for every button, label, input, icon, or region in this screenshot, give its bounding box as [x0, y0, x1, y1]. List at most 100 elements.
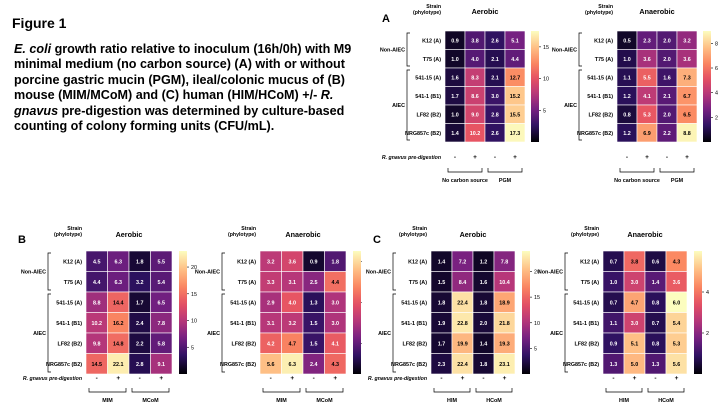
cell-value: 3.0 [491, 94, 499, 100]
column-group-bracket [647, 388, 685, 393]
cell-value: 5.3 [643, 112, 651, 118]
cell-value: 2.8 [136, 362, 144, 368]
cell-value: 0.6 [652, 259, 660, 265]
scale-tick-label: 10 [534, 321, 540, 327]
cell-value: 4.3 [332, 362, 340, 368]
scale-tick-label: 4 [715, 91, 718, 97]
row-header-sub: (phylotype) [54, 232, 82, 238]
cell-value: 14.5 [92, 362, 103, 368]
treatment-sign: + [685, 154, 689, 161]
group-bracket [406, 69, 410, 141]
row-label: LF82 (B2) [57, 341, 82, 347]
cell-value: 1.9 [438, 321, 446, 327]
row-header: Strain [598, 4, 613, 10]
column-group-bracket [305, 388, 344, 393]
caption-gnavus: R. gnavus [14, 88, 334, 118]
cell-value: 2.6 [491, 38, 499, 44]
caption-species: E. coli [14, 42, 52, 56]
cell-value: 3.1 [289, 280, 297, 286]
group-bracket [221, 293, 225, 373]
group-label: Non-AIEC [538, 270, 563, 276]
column-group-label: MCoM [142, 398, 159, 404]
cell-value: 7.3 [683, 75, 691, 81]
column-group-bracket [131, 388, 170, 393]
group-bracket [564, 252, 568, 291]
group-bracket [392, 252, 396, 291]
cell-value: 1.8 [480, 362, 488, 368]
cell-value: 5.1 [631, 341, 639, 347]
scale-tick-label: 15 [191, 292, 197, 298]
cell-value: 1.6 [663, 75, 671, 81]
treatment-sign: - [454, 154, 456, 161]
column-group-bracket [447, 168, 483, 173]
cell-value: 2.0 [663, 112, 671, 118]
cell-value: 3.8 [631, 259, 639, 265]
color-scale-bar [694, 251, 702, 374]
row-label: NRG857c (B2) [391, 362, 427, 368]
cell-value: 1.3 [652, 362, 660, 368]
cell-value: 2.2 [663, 131, 671, 137]
column-group-label: MCoM [316, 398, 333, 404]
cell-value: 10.2 [470, 131, 481, 137]
cell-value: 8.8 [93, 300, 101, 306]
column-group-bracket [88, 388, 127, 393]
scale-tick-label: 6 [715, 66, 718, 72]
column-group-bracket [605, 388, 643, 393]
scale-tick-label: 5 [534, 346, 537, 352]
row-label: K12 (A) [408, 259, 427, 265]
heatmap-cell [493, 353, 516, 375]
row-label: K12 (A) [594, 38, 613, 44]
cell-value: 4.4 [93, 280, 101, 286]
cell-value: 5.4 [158, 280, 166, 286]
cell-value: 4.3 [673, 259, 681, 265]
cell-value: 3.3 [267, 280, 275, 286]
cell-value: 3.1 [267, 321, 275, 327]
cell-value: 1.5 [310, 321, 318, 327]
cell-value: 22.4 [457, 300, 468, 306]
column-group-label: No carbon source [442, 178, 488, 184]
cell-value: 2.4 [136, 321, 144, 327]
column-group-label: PGM [671, 178, 684, 184]
treatment-sign: - [654, 375, 656, 382]
cell-value: 4.2 [267, 341, 275, 347]
row-label: 541-15 (A) [587, 75, 613, 81]
scale-tick-label: 10 [191, 319, 197, 325]
cell-value: 5.3 [673, 341, 681, 347]
column-group-bracket [659, 168, 695, 173]
cell-value: 6.3 [115, 280, 123, 286]
treatment-sign: + [290, 375, 294, 382]
cell-value: 1.4 [438, 259, 446, 265]
row-header: Strain [584, 226, 599, 232]
cell-value: 6.7 [683, 94, 691, 100]
cell-value: 3.0 [631, 321, 639, 327]
cell-value: 0.8 [652, 300, 660, 306]
figure-caption: E. coli growth ratio relative to inoculu… [14, 42, 354, 134]
cell-value: 6.5 [158, 300, 166, 306]
row-label: NRG857c (B2) [46, 362, 82, 368]
cell-value: 15.2 [510, 94, 521, 100]
scale-tick-label: 8 [715, 41, 718, 47]
cell-value: 6.3 [289, 362, 297, 368]
cell-value: 1.5 [310, 341, 318, 347]
cell-value: 1.2 [623, 131, 631, 137]
treatment-sign: - [139, 375, 141, 382]
treatment-sign: + [513, 154, 517, 161]
cell-value: 4.7 [631, 300, 639, 306]
treatment-sign: - [96, 375, 98, 382]
column-group-bracket [619, 168, 655, 173]
cell-value: 5.0 [631, 362, 639, 368]
cell-value: 4.1 [332, 341, 340, 347]
treatment-sign: - [440, 375, 442, 382]
treatment-sign: - [612, 375, 614, 382]
cell-value: 3.2 [136, 280, 144, 286]
cell-value: 1.3 [610, 362, 618, 368]
heatmap-title: Aerobic [460, 230, 487, 239]
cell-value: 2.4 [310, 362, 318, 368]
cell-value: 0.9 [610, 341, 618, 347]
cell-value: 5.6 [673, 362, 681, 368]
column-group-bracket [262, 388, 301, 393]
cell-value: 2.3 [438, 362, 446, 368]
cell-value: 8.6 [471, 94, 479, 100]
